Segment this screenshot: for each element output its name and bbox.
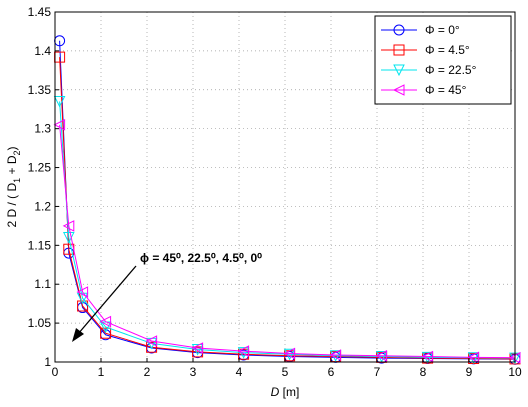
y-label-part: 2: [12, 150, 22, 155]
marker: [421, 350, 434, 363]
x-tick-label: 9: [466, 365, 473, 379]
marker: [393, 64, 405, 77]
marker: [62, 220, 75, 232]
marker: [283, 347, 296, 360]
x-label-part: D: [271, 385, 280, 399]
legend-label: Φ = 22.5°: [425, 63, 477, 77]
marker: [393, 44, 405, 56]
x-label-part: [m]: [279, 385, 299, 399]
marker: [145, 335, 158, 347]
y-tick-label: 1.05: [28, 316, 52, 330]
x-axis-label: D [m]: [271, 385, 300, 399]
x-tick-label: 6: [328, 365, 335, 379]
series-line: [59, 101, 516, 359]
marker: [393, 24, 405, 36]
y-tick-label: 1.45: [28, 5, 52, 19]
y-tick-label: 1: [44, 355, 51, 369]
y-tick-label: 1.35: [28, 83, 52, 97]
marker: [467, 351, 480, 364]
marker: [53, 95, 66, 108]
y-tick-label: 1.4: [34, 44, 51, 58]
marker: [237, 345, 250, 357]
x-tick-label: 1: [98, 365, 105, 379]
x-tick-label: 8: [420, 365, 427, 379]
legend-label: Φ = 4.5°: [425, 43, 470, 57]
y-tick-label: 1.25: [28, 161, 52, 175]
x-tick-label: 2: [144, 365, 151, 379]
x-tick-label: 10: [508, 365, 522, 379]
marker: [100, 327, 112, 339]
marker: [392, 84, 405, 96]
legend: Φ = 0° Φ = 4.5° Φ = 22.5° Φ = 45°: [374, 15, 512, 105]
marker: [76, 292, 89, 305]
legend-label: Φ = 0°: [425, 23, 460, 37]
y-tick-label: 1.3: [34, 122, 51, 136]
x-tick-label: 7: [374, 365, 381, 379]
legend-label: Φ = 45°: [425, 83, 467, 97]
annotation-arrow: [77, 265, 137, 335]
y-axis-label: 2 D / ( D1 + D2): [5, 146, 22, 227]
marker: [146, 341, 158, 353]
x-tick-label: 3: [190, 365, 197, 379]
x-tick-label: 0: [52, 365, 59, 379]
marker: [53, 118, 66, 131]
series-line: [59, 124, 516, 359]
marker: [375, 349, 388, 362]
x-tick-label: 4: [236, 365, 243, 379]
arrow-head: [72, 328, 84, 342]
y-label-part: 2 D / ( D: [5, 183, 19, 228]
marker: [77, 300, 89, 312]
y-label-part: + D: [5, 155, 19, 178]
y-tick-label: 1.15: [28, 238, 52, 252]
marker: [329, 349, 342, 361]
annotation: ϕ = 45⁰, 22.5⁰, 4.5⁰, 0⁰: [140, 251, 262, 265]
series-line: [59, 57, 516, 360]
marker: [76, 286, 89, 298]
marker: [191, 342, 204, 354]
lines: [53, 35, 521, 365]
y-label-part: 1: [12, 178, 22, 183]
y-label-part: ): [5, 146, 19, 150]
y-tick-label: 1.1: [34, 277, 51, 291]
x-tick-label: 5: [282, 365, 289, 379]
legend-box: [374, 15, 512, 105]
y-tick-label: 1.2: [34, 199, 51, 213]
marker: [99, 315, 112, 328]
